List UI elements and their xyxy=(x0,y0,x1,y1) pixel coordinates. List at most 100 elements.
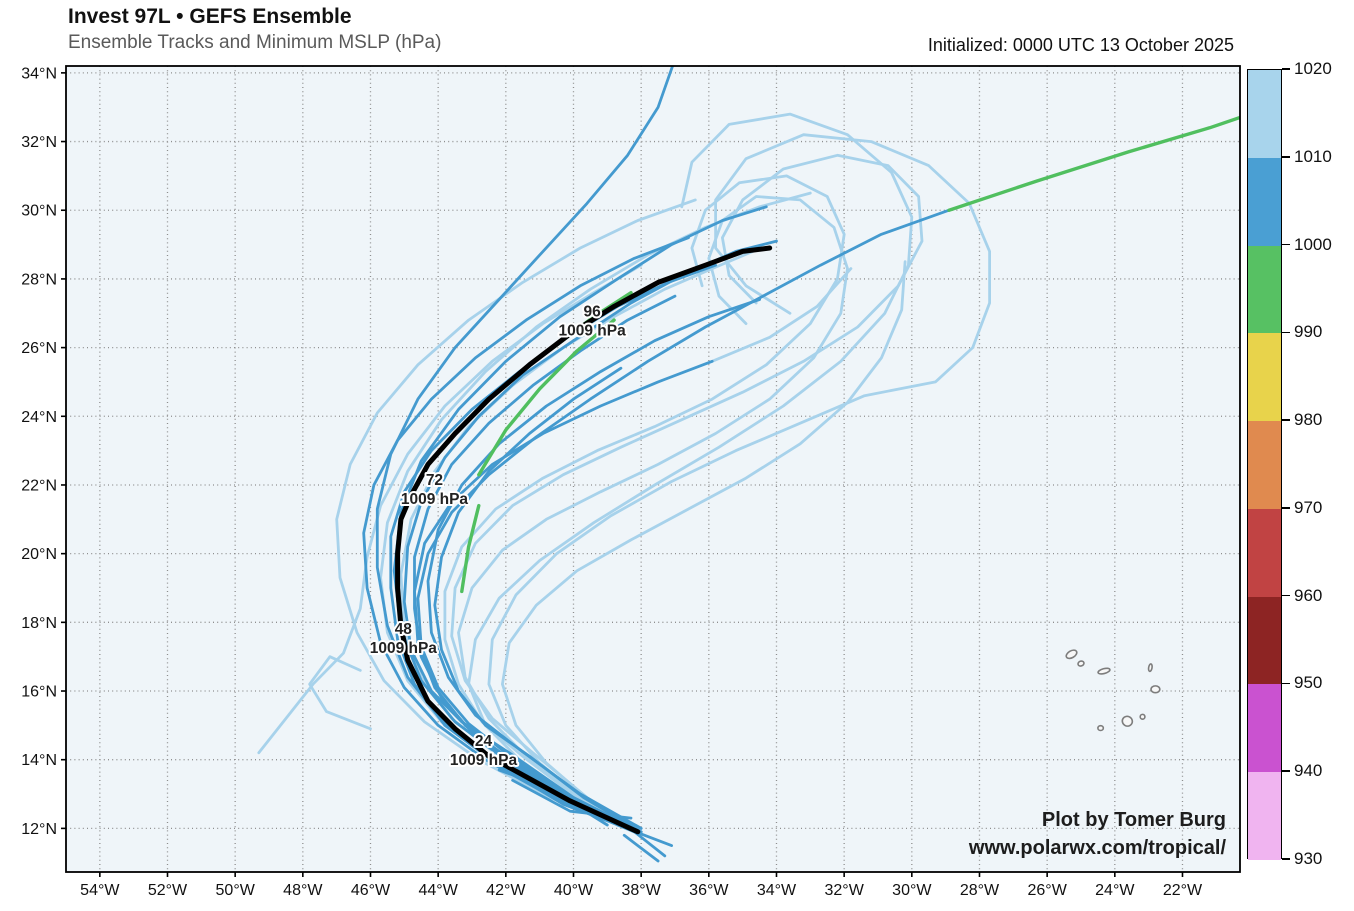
colorbar-tick xyxy=(1282,419,1290,421)
ensemble-track xyxy=(308,655,372,731)
lat-tick-label: 24°N xyxy=(21,409,57,426)
colorbar-segment-990-1000 xyxy=(1248,245,1281,334)
lon-tick-label: 46°W xyxy=(351,882,391,899)
island xyxy=(1097,724,1105,732)
colorbar-tick-label: 980 xyxy=(1294,410,1323,430)
lon-tick-label: 24°W xyxy=(1095,882,1135,899)
colorbar-tick xyxy=(1282,68,1290,70)
mean-track xyxy=(395,245,773,835)
colorbar-tick-label: 990 xyxy=(1294,322,1323,342)
ensemble-track xyxy=(477,318,616,477)
ensemble-track xyxy=(457,195,849,834)
colorbar-segment-930-940 xyxy=(1248,772,1281,860)
lat-tick-label: 18°N xyxy=(21,615,57,632)
lat-tick-label: 26°N xyxy=(21,340,57,357)
lon-tick-label: 54°W xyxy=(80,882,120,899)
colorbar-tick-label: 970 xyxy=(1294,497,1323,517)
ensemble-track xyxy=(413,359,714,834)
credit-author: Plot by Tomer Burg xyxy=(1041,809,1226,831)
colorbar-tick xyxy=(1282,243,1290,246)
mslp-colorbar xyxy=(1247,69,1282,860)
map-frame xyxy=(65,65,1241,873)
initialized-timestamp: Initialized: 0000 UTC 13 October 2025 xyxy=(927,35,1234,55)
colorbar-tick-label: 940 xyxy=(1294,761,1323,781)
lon-tick-label: 26°W xyxy=(1028,882,1068,899)
lon-tick-label: 50°W xyxy=(216,882,256,899)
colorbar-tick-label: 1010 xyxy=(1294,146,1332,166)
ensemble-tracks-group xyxy=(257,66,1240,863)
ensemble-track xyxy=(450,153,924,834)
forecast-hour-label: 1009 hPa xyxy=(558,322,626,339)
ensemble-track xyxy=(433,366,643,834)
ensemble-track xyxy=(335,198,697,834)
lat-tick-label: 34°N xyxy=(21,65,57,82)
ensemble-track xyxy=(710,267,853,363)
colorbar-tick-label: 950 xyxy=(1294,673,1323,693)
lat-tick-label: 14°N xyxy=(21,752,57,769)
ocean-background xyxy=(66,66,1240,872)
lon-tick-label: 28°W xyxy=(960,882,1000,899)
island xyxy=(1097,667,1111,675)
island xyxy=(1147,663,1153,673)
forecast-hour-label: 1009 hPa xyxy=(450,752,518,769)
lat-tick-label: 12°N xyxy=(21,821,57,838)
colorbar-tick xyxy=(1282,858,1290,860)
colorbar-tick xyxy=(1282,682,1290,685)
forecast-hour-label: 72 xyxy=(426,472,443,489)
colorbar-tick-label: 1020 xyxy=(1294,59,1332,78)
credit-block: Plot by Tomer Burg www.polarwx.com/tropi… xyxy=(969,806,1226,862)
island xyxy=(1139,713,1146,720)
island xyxy=(1121,715,1134,727)
lon-tick-label: 36°W xyxy=(689,882,729,899)
lon-tick-label: 32°W xyxy=(825,882,865,899)
ensemble-track xyxy=(622,833,660,863)
colorbar-segment-950-960 xyxy=(1248,596,1281,685)
colorbar-tick xyxy=(1282,155,1290,158)
lon-tick-label: 22°W xyxy=(1163,882,1203,899)
ensemble-track xyxy=(633,830,667,858)
lat-tick-label: 32°N xyxy=(21,134,57,151)
page-title: Invest 97L • GEFS Ensemble xyxy=(68,5,352,28)
ensemble-track xyxy=(511,778,633,820)
page-subtitle: Ensemble Tracks and Minimum MSLP (hPa) xyxy=(68,32,442,53)
ensemble-track xyxy=(392,205,768,834)
lat-tick-label: 28°N xyxy=(21,271,57,288)
ensemble-track xyxy=(947,115,1240,212)
ensemble-track xyxy=(460,503,481,594)
ensemble-track xyxy=(362,236,690,834)
colorbar-segment-1000-1010 xyxy=(1248,157,1281,246)
colorbar-tick xyxy=(1282,770,1290,773)
forecast-hour-label: 48 xyxy=(395,621,413,638)
ensemble-track xyxy=(467,112,914,834)
forecast-hour-label: 1009 hPa xyxy=(370,640,438,657)
forecast-hour-label: 96 xyxy=(583,303,601,320)
island xyxy=(1077,660,1085,667)
colorbar-tick-label: 960 xyxy=(1294,585,1323,605)
forecast-hour-label: 24 xyxy=(475,733,493,750)
colorbar-tick xyxy=(1282,594,1290,597)
colorbar-tick xyxy=(1282,507,1290,509)
colorbar-tick-label: 930 xyxy=(1294,849,1323,868)
lon-tick-label: 30°W xyxy=(892,882,932,899)
lat-tick-label: 30°N xyxy=(21,203,57,220)
ensemble-track xyxy=(443,174,846,834)
ensemble-track xyxy=(416,208,951,834)
colorbar-segment-1010-1020 xyxy=(1248,70,1281,158)
lat-tick-label: 22°N xyxy=(21,477,57,494)
lon-tick-label: 48°W xyxy=(283,882,323,899)
island xyxy=(1065,649,1078,660)
lon-tick-label: 38°W xyxy=(622,882,662,899)
ensemble-track xyxy=(257,263,643,755)
lat-tick-label: 20°N xyxy=(21,546,57,563)
lon-tick-label: 34°W xyxy=(757,882,797,899)
credit-url: www.polarwx.com/tropical/ xyxy=(968,837,1226,859)
colorbar-segment-980-990 xyxy=(1248,333,1281,422)
lon-tick-label: 52°W xyxy=(148,882,188,899)
colorbar-tick xyxy=(1282,331,1290,334)
colorbar-segment-960-970 xyxy=(1248,508,1281,597)
islands-group xyxy=(1065,649,1161,732)
ensemble-track xyxy=(500,260,907,834)
lon-tick-label: 44°W xyxy=(419,882,459,899)
